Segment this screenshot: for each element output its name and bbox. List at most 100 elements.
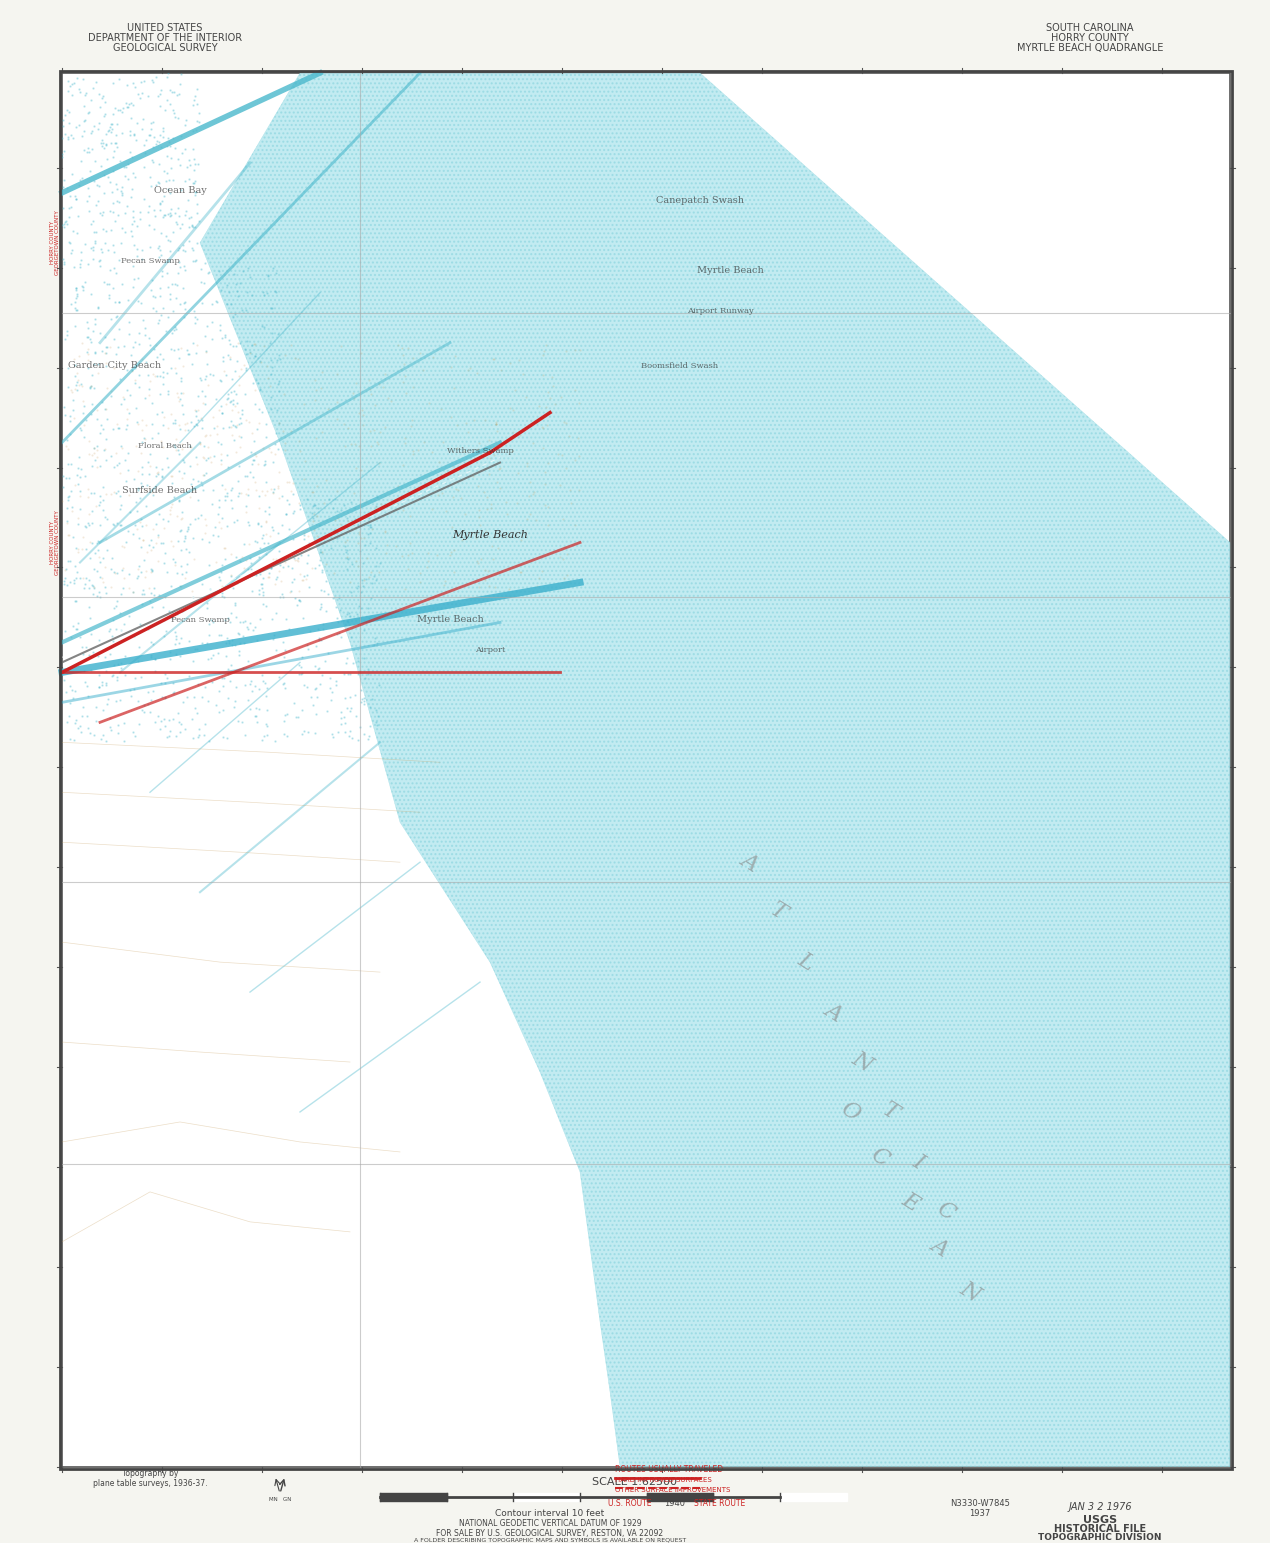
Point [436,498,456,523]
Point [345,682,366,707]
Point [80,546,100,571]
Point [185,398,206,423]
Point [157,62,178,86]
Point [249,495,269,520]
Point [163,471,183,495]
Point [254,671,274,696]
Point [324,522,344,546]
Text: L: L [794,949,818,975]
Point [108,417,128,441]
Point [221,292,241,316]
Point [75,571,95,596]
Point [211,441,231,466]
Point [288,588,309,613]
Point [147,525,168,549]
Point [345,432,366,457]
Point [121,343,141,367]
Point [65,313,85,338]
Point [113,384,133,409]
Point [81,443,102,468]
Point [161,606,182,631]
Point [97,219,117,244]
Point [155,685,175,710]
Point [72,66,93,91]
Point [127,238,147,262]
Point [329,620,349,645]
Point [75,670,95,694]
Point [253,557,273,582]
Point [72,167,93,191]
Point [149,233,169,258]
Point [194,252,215,276]
Point [61,478,81,503]
Point [147,346,168,370]
Point [60,409,80,434]
Point [349,434,370,458]
Point [251,576,272,600]
Point [142,390,163,415]
Point [55,122,75,147]
Point [145,65,165,89]
Point [295,392,315,417]
Point [211,393,231,418]
Point [98,119,118,143]
Point [122,358,142,383]
Point [121,119,141,143]
Point [208,488,229,512]
Point [151,302,171,327]
Point [128,525,149,549]
Point [362,571,382,596]
Point [184,147,204,171]
Point [276,501,296,526]
Point [249,545,269,569]
Point [81,511,102,535]
Point [57,375,77,400]
Text: N: N [956,1278,984,1307]
Point [255,711,276,736]
Point [401,414,422,438]
Point [147,83,168,108]
Point [217,625,237,650]
Point [163,707,183,731]
Point [362,687,382,711]
Point [177,154,197,179]
Point [292,645,312,670]
Point [212,349,232,373]
Point [290,588,310,613]
Point [293,466,314,491]
Point [52,196,72,221]
Point [244,429,264,454]
Point [351,458,371,483]
Point [90,727,110,751]
Point [83,318,103,343]
Point [236,494,257,518]
Point [70,714,90,739]
Point [241,668,262,693]
Point [52,213,72,238]
Point [262,321,282,346]
Point [61,123,81,148]
Point [86,221,107,245]
Point [324,517,344,542]
Point [179,214,199,239]
Point [85,230,105,255]
Point [56,319,76,344]
Point [208,622,229,647]
Point [235,336,255,361]
Point [141,688,161,713]
Point [91,239,112,264]
Point [395,577,415,602]
Point [326,668,347,693]
Point [359,367,380,392]
Point [246,417,267,441]
Point [330,699,351,724]
Point [231,356,251,381]
Point [535,460,555,485]
Point [118,289,138,313]
Point [328,498,348,523]
Point [366,697,386,722]
Text: Myrtle Beach: Myrtle Beach [417,616,484,625]
Point [57,127,77,151]
Point [138,326,159,350]
Point [95,481,116,506]
